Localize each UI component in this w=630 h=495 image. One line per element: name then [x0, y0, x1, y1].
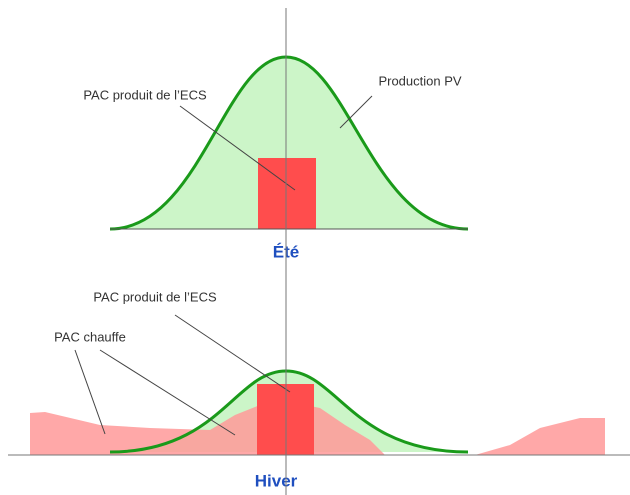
season-title: Hiver: [255, 471, 298, 490]
label: PAC chauffe: [54, 329, 126, 344]
leader-line: [74, 349, 106, 435]
label: PAC produit de l’ECS: [83, 87, 207, 102]
label: Production PV: [378, 73, 461, 88]
pv-area: [110, 57, 468, 229]
leader-line: [179, 105, 296, 191]
leader-line: [339, 95, 373, 129]
heating-area: [475, 418, 605, 455]
leader-line: [99, 349, 236, 436]
ecs-block: [258, 158, 316, 229]
label: PAC produit de l’ECS: [93, 289, 217, 304]
leader-line: [174, 314, 291, 393]
